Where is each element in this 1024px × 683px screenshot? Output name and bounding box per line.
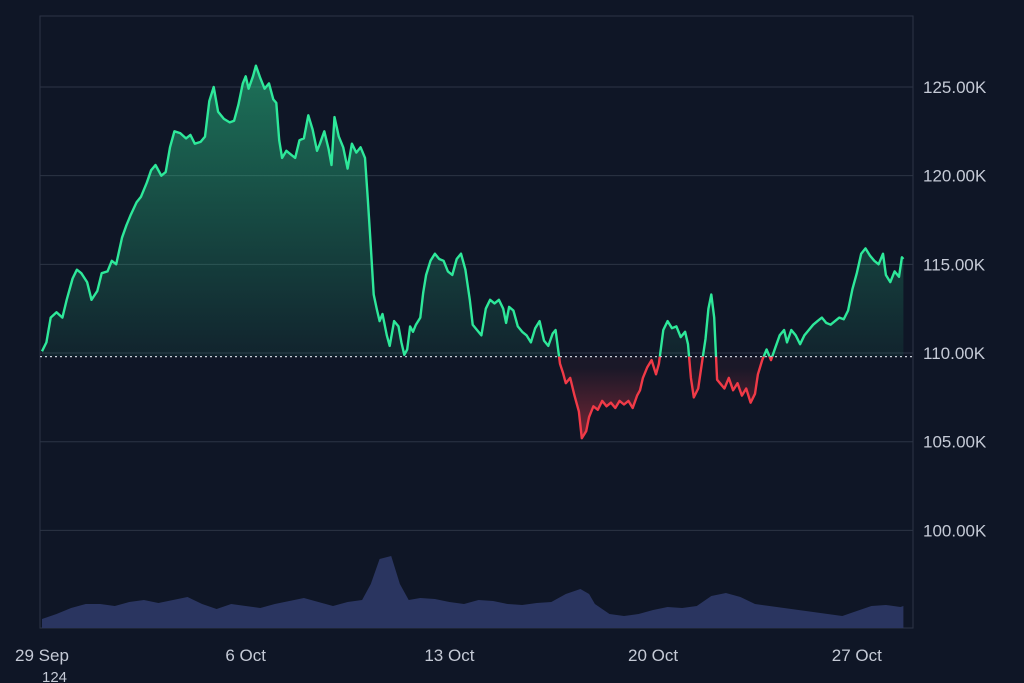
y-tick-label: 105.00K [923, 433, 987, 452]
x-tick-label: 29 Sep [15, 646, 69, 665]
y-tick-label: 115.00K [923, 255, 986, 274]
y-tick-label: 120.00K [923, 167, 987, 186]
y-axis-labels: 125.00K 120.00K 115.00K 110.00K 105.00K 100.0… [923, 78, 987, 540]
extra-label: 124 [42, 669, 67, 683]
x-tick-label: 20 Oct [628, 646, 678, 665]
price-fill-up [42, 65, 904, 357]
x-axis-labels: 29 Sep 6 Oct 13 Oct 20 Oct 27 Oct [15, 646, 882, 665]
x-tick-label: 6 Oct [225, 646, 266, 665]
price-area-down [42, 356, 904, 440]
price-line-down [557, 356, 774, 440]
y-tick-label: 100.00K [923, 521, 987, 540]
y-tick-label: 125.00K [923, 78, 987, 97]
x-tick-label: 13 Oct [424, 646, 474, 665]
x-tick-label: 27 Oct [832, 646, 882, 665]
price-area-up [40, 64, 905, 357]
y-tick-label: 110.00K [923, 344, 986, 363]
price-line-up [40, 64, 905, 357]
volume-area [42, 556, 904, 628]
